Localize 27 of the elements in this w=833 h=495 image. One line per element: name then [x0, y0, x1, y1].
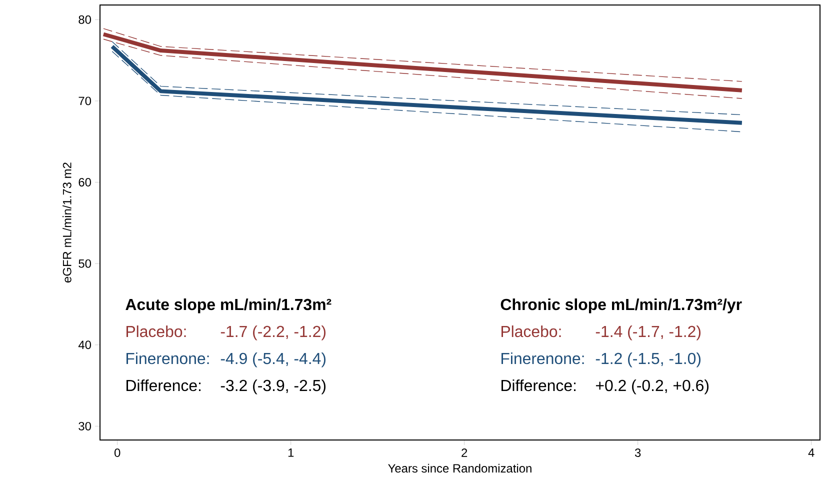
annotation: -1.2 (-1.5, -1.0) — [596, 352, 700, 368]
annotation: Finerenone: — [126, 352, 209, 364]
annotation: Chronic slope mL/min/1.73m²/yr — [500, 298, 742, 314]
annotation: -4.9 (-5.4, -4.4) — [220, 352, 326, 368]
annotation: Difference: — [502, 379, 576, 392]
x-tick-label: 0 — [114, 448, 120, 457]
annotation: Placebo: — [502, 325, 561, 338]
annotation: Acute slope mL/min/1.73m² — [126, 298, 332, 314]
annotation: +0.2 (-0.2, +0.6) — [596, 379, 709, 394]
y-tick-label: 70 — [78, 96, 92, 106]
y-tick-label: 50 — [78, 259, 92, 268]
annotation: -1.7 (-2.2, -1.2) — [220, 325, 326, 340]
annotation: Finerenone: — [502, 352, 584, 364]
x-axis-title: Years since Randomization — [388, 464, 532, 473]
y-axis-title: eGFR mL/min/1.73 m2 — [62, 162, 72, 282]
x-tick-label: 2 — [462, 448, 468, 457]
y-tick-label: 80 — [78, 15, 92, 24]
annotation: -3.2 (-3.9, -2.5) — [220, 379, 326, 394]
x-tick-label: 3 — [634, 448, 641, 457]
annotation: -1.4 (-1.7, -1.2) — [596, 325, 700, 340]
y-tick-label: 60 — [78, 178, 92, 186]
x-tick-label: 1 — [288, 448, 294, 457]
y-tick-label: 40 — [78, 340, 92, 350]
annotation: Placebo: — [126, 325, 186, 338]
x-tick-label: 4 — [808, 448, 814, 457]
y-tick-label: 30 — [78, 422, 92, 430]
annotation: Difference: — [126, 379, 201, 392]
